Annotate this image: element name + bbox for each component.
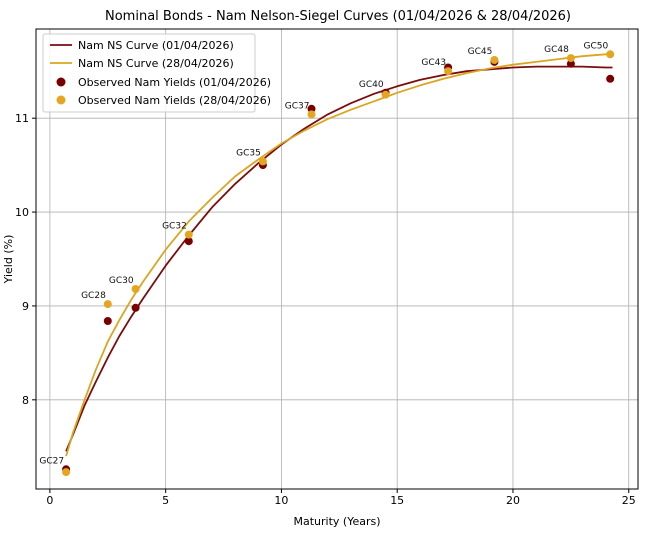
x-tick-label: 15 [390, 494, 404, 507]
y-tick-label: 8 [22, 394, 29, 407]
point-label: GC50 [583, 41, 608, 51]
data-point-series-3 [566, 54, 575, 63]
x-tick-label: 25 [622, 494, 636, 507]
data-point-series-2 [566, 59, 575, 68]
x-tick-label: 5 [162, 494, 169, 507]
data-point-series-3 [490, 56, 499, 64]
series-line-0 [65, 65, 613, 452]
legend-label-obs-0104: Observed Nam Yields (01/04/2026) [78, 76, 271, 89]
point-label: GC37 [285, 101, 310, 111]
points-layer [62, 50, 615, 477]
data-point-series-3 [307, 110, 316, 119]
legend-label-curve-0104: Nam NS Curve (01/04/2026) [78, 39, 234, 52]
y-tick-label: 11 [15, 112, 29, 125]
x-tick-label: 10 [274, 494, 288, 507]
legend-marker-obs-0104 [56, 77, 66, 87]
data-point-series-3 [258, 157, 267, 166]
plot-frame [35, 28, 639, 490]
series-layer [65, 52, 613, 457]
data-point-series-2 [606, 74, 615, 83]
data-point-series-2 [103, 317, 112, 325]
data-point-series-2 [184, 237, 193, 246]
legend-label-curve-2804: Nam NS Curve (28/04/2026) [78, 57, 234, 70]
point-label: GC35 [236, 148, 261, 158]
point-label: GC30 [109, 276, 134, 286]
point-label: GC32 [162, 222, 187, 232]
legend-marker-obs-2804 [56, 95, 66, 105]
point-label: GC40 [359, 80, 384, 90]
data-point-series-2 [131, 303, 140, 312]
data-point-series-3 [62, 468, 71, 477]
data-point-series-2 [307, 104, 316, 113]
series-line-1 [65, 52, 613, 457]
data-point-series-3 [381, 90, 390, 99]
axis-ticks: 0 5 10 15 20 25 8 9 10 11 [15, 112, 636, 507]
y-tick-label: 9 [22, 300, 29, 313]
legend-label-obs-2804: Observed Nam Yields (28/04/2026) [78, 94, 271, 107]
point-label: GC27 [39, 456, 64, 466]
legend: Nam NS Curve (01/04/2026) Nam NS Curve (… [42, 33, 271, 113]
y-axis-label: Yield (%) [2, 235, 15, 285]
data-point-series-3 [606, 50, 615, 59]
x-tick-label: 0 [46, 494, 53, 507]
point-label: GC45 [468, 47, 493, 57]
point-label: GC48 [544, 45, 569, 55]
point-label: GC43 [421, 58, 446, 68]
data-point-series-3 [184, 230, 193, 239]
chart-title: Nominal Bonds - Nam Nelson-Siegel Curves… [105, 9, 571, 24]
x-tick-label: 20 [506, 494, 520, 507]
data-point-series-3 [444, 67, 453, 76]
data-point-series-3 [103, 300, 112, 309]
data-point-series-3 [131, 285, 140, 293]
y-tick-label: 10 [15, 206, 29, 219]
legend-box [42, 33, 256, 113]
x-axis-label: Maturity (Years) [293, 515, 380, 528]
point-label: GC28 [81, 291, 106, 301]
